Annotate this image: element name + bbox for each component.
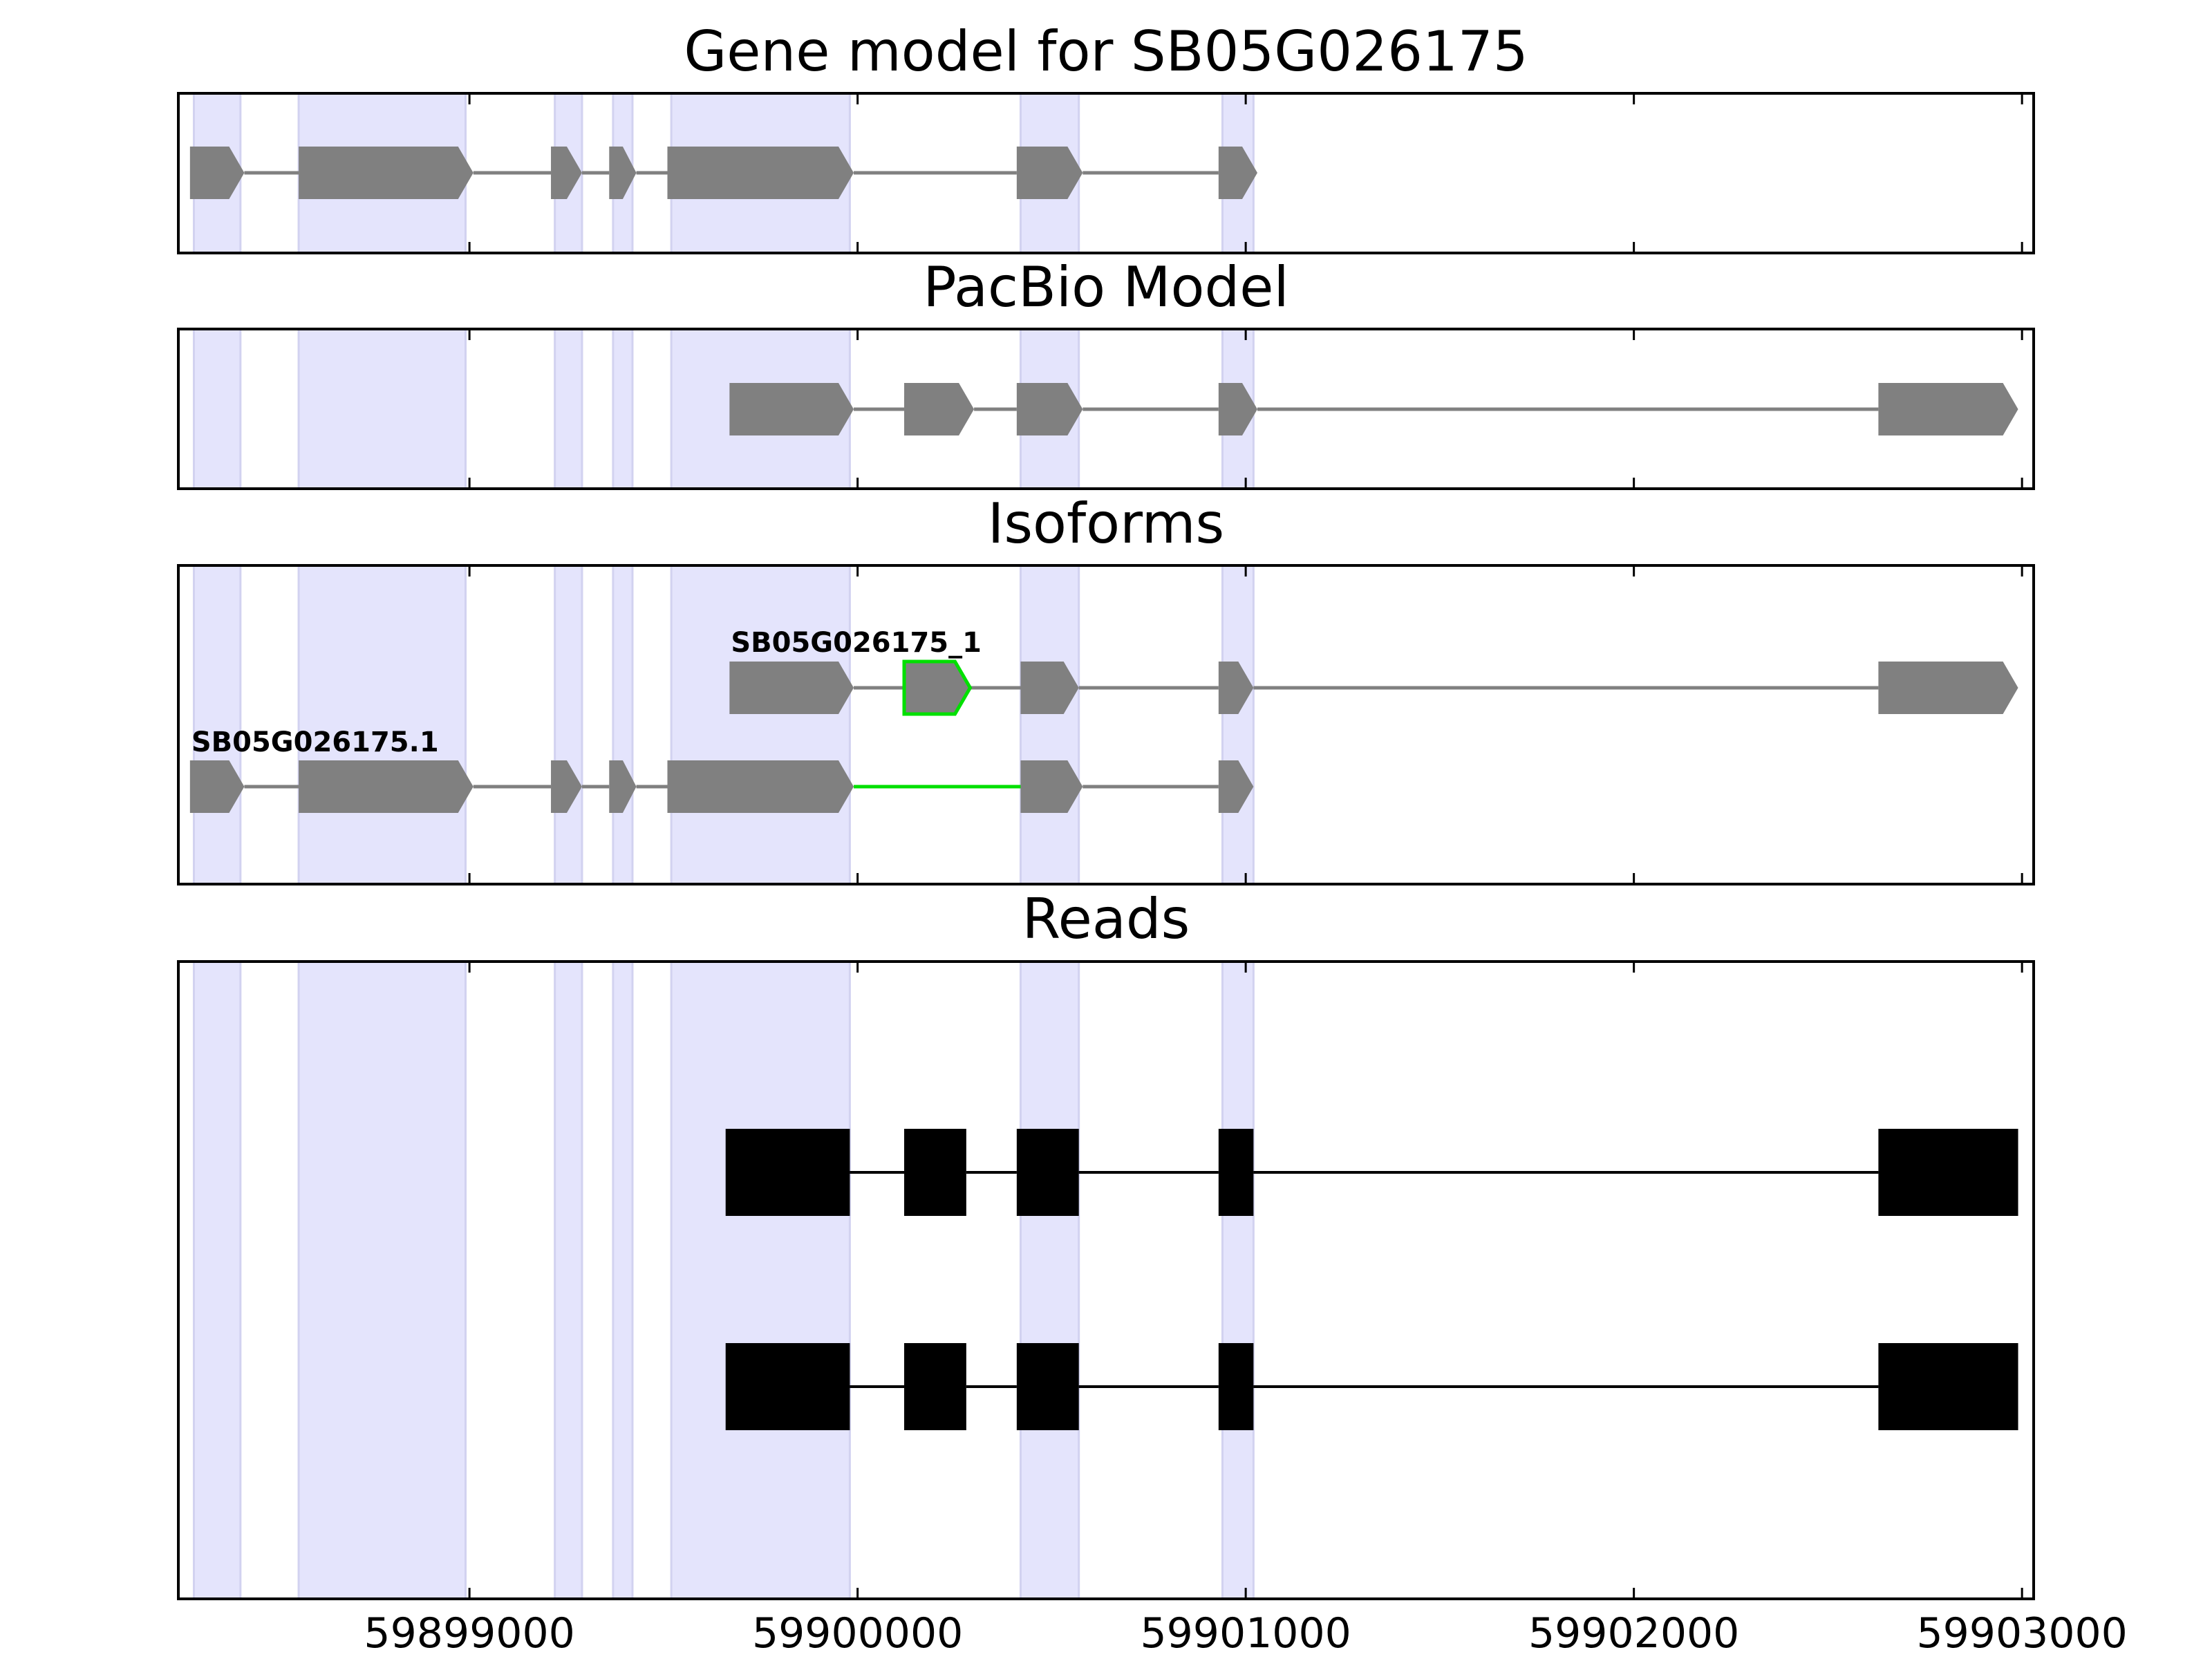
shaded-region: [1221, 564, 1255, 885]
x-tick-label: 59902000: [1528, 1609, 1739, 1658]
shaded-region: [670, 564, 851, 885]
shaded-region: [554, 564, 583, 885]
read-block: [1016, 1343, 1079, 1430]
isoform-label: SB05G026175_1: [731, 627, 982, 659]
panel-isoforms: SB05G026175_1 SB05G026175.1 Isoforms: [177, 491, 2035, 885]
transcript-track: SB05G026175_1: [729, 627, 2018, 716]
shaded-region: [554, 328, 583, 490]
read-block: [1218, 1343, 1254, 1430]
exon: [904, 383, 975, 435]
shaded-region: [297, 960, 467, 1600]
exon: [299, 760, 474, 813]
exon: [551, 760, 582, 813]
exon: [667, 147, 854, 199]
exon: [609, 147, 637, 199]
exon: [667, 760, 854, 813]
exon: [189, 147, 245, 199]
transcript-track: [189, 147, 1257, 199]
exon: [299, 147, 474, 199]
shaded-region: [612, 328, 634, 490]
read-block: [1878, 1129, 2018, 1216]
exon: [1218, 147, 1257, 199]
read-block: [904, 1129, 966, 1216]
shaded-region: [1019, 960, 1080, 1600]
exon: [1218, 760, 1254, 813]
panel-reads: Reads: [177, 887, 2035, 1600]
isoform-label: SB05G026175.1: [191, 727, 439, 758]
exon: [1020, 760, 1083, 813]
exon: [729, 662, 854, 714]
exon: [1020, 662, 1079, 714]
shaded-region: [192, 960, 242, 1600]
exon: [1218, 662, 1254, 714]
shaded-region: [1019, 564, 1080, 885]
read-block: [904, 1343, 966, 1430]
panel-gene-model-title: Gene model for SB05G026175: [684, 19, 1528, 84]
shaded-region: [1221, 960, 1255, 1600]
read-track: [725, 1343, 2018, 1430]
shaded-region: [670, 960, 851, 1600]
x-tick-label: 59903000: [1916, 1609, 2127, 1658]
exon: [1016, 147, 1083, 199]
shaded-region: [192, 564, 242, 885]
read-block: [1218, 1129, 1254, 1216]
shaded-region: [192, 328, 242, 490]
panel-pacbio-model: PacBio Model: [177, 255, 2035, 490]
shaded-region: [612, 960, 634, 1600]
read-block: [725, 1129, 850, 1216]
panel-gene-model-frame: [177, 92, 2035, 254]
panel-isoforms-title: Isoforms: [988, 491, 1224, 556]
transcript-track: SB05G026175.1: [189, 727, 1254, 813]
exon: [551, 147, 582, 199]
shaded-region: [554, 960, 583, 1600]
x-tick-label: 59899000: [364, 1609, 574, 1658]
exon: [189, 760, 245, 813]
exon: [609, 760, 637, 813]
exon: [1016, 383, 1083, 435]
x-tick-label: 59900000: [752, 1609, 963, 1658]
x-axis-tick-labels: 59899000 59900000 59901000 59902000 59903000: [364, 1609, 2127, 1658]
read-track: [725, 1129, 2018, 1216]
panel-gene-model: Gene model for SB05G026175: [177, 19, 2035, 254]
panel-reads-title: Reads: [1022, 887, 1190, 951]
exon: [1878, 662, 2018, 714]
exon: [1218, 383, 1257, 435]
x-tick-label: 59901000: [1140, 1609, 1351, 1658]
panel-pacbio-model-title: PacBio Model: [923, 255, 1288, 319]
read-block: [1878, 1343, 2018, 1430]
panel-reads-frame: [177, 960, 2035, 1600]
shaded-region: [297, 328, 467, 490]
panel-isoforms-frame: [177, 564, 2035, 885]
panel-pacbio-model-frame: [177, 328, 2035, 490]
exon-highlighted: [902, 659, 973, 716]
shaded-region: [612, 564, 634, 885]
exon: [729, 383, 854, 435]
exon: [1878, 383, 2018, 435]
read-block: [1016, 1129, 1079, 1216]
read-block: [725, 1343, 850, 1430]
transcript-track: [729, 383, 2018, 435]
shaded-region: [297, 564, 467, 885]
